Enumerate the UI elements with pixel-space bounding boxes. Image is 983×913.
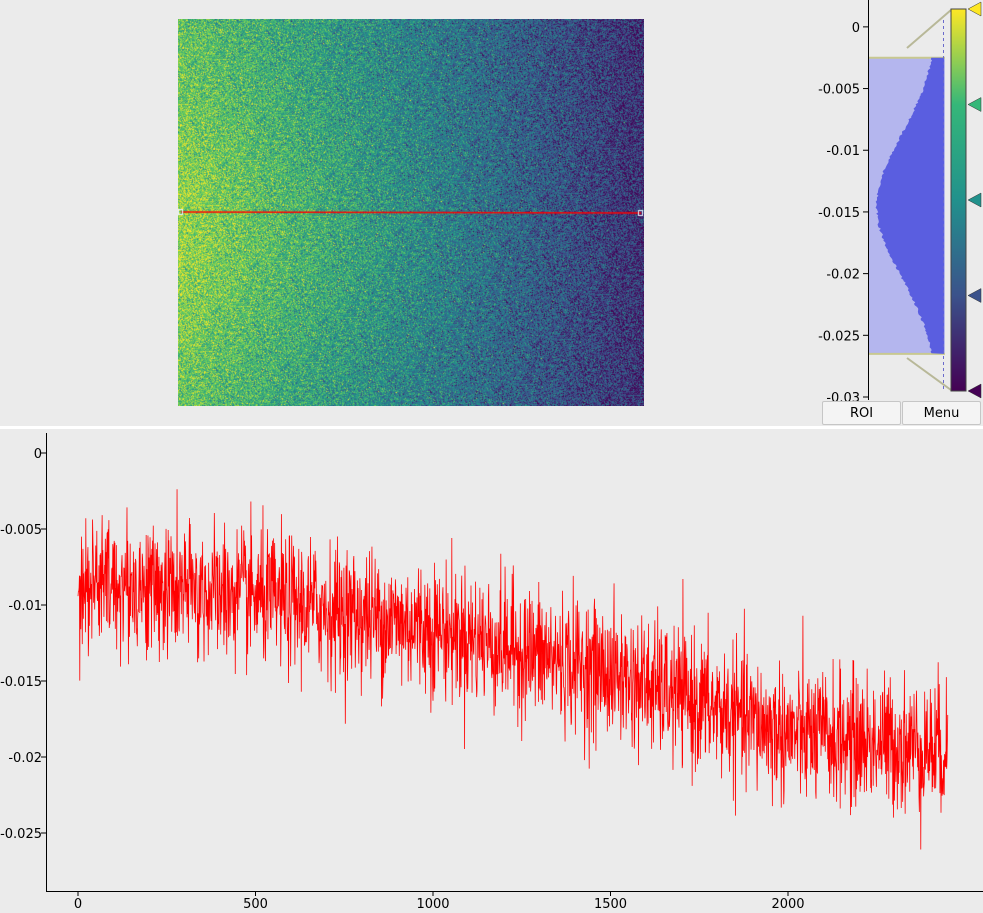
y-tick-label: -0.01 (8, 599, 42, 614)
y-tick-label: -0.005 (0, 523, 42, 538)
y-tick-label: -0.02 (8, 751, 42, 766)
line-profile-panel: 0 -0.005 -0.01 -0.015 -0.02 -0.025 0 500 1000 150… (0, 429, 983, 913)
histogram-tick-label: -0.015 (818, 206, 860, 221)
splitter-handle[interactable] (0, 426, 983, 429)
gradient-connector (906, 357, 952, 391)
histogram-tick-label: 0 (852, 21, 860, 36)
y-tick-label: -0.025 (0, 827, 42, 842)
x-tick-label: 1500 (594, 897, 627, 912)
histogram-tick-label: -0.02 (826, 268, 860, 283)
x-tick-label: 2000 (771, 897, 804, 912)
histogram-tick-label: -0.01 (826, 144, 860, 159)
image-view[interactable] (178, 19, 644, 406)
gradient-connector (906, 9, 952, 49)
gradient-tick-handle[interactable] (967, 1, 982, 17)
menu-button[interactable]: Menu (902, 401, 981, 425)
profile-series-line (77, 489, 949, 850)
gradient-editor[interactable] (950, 8, 967, 392)
x-tick-label: 500 (243, 897, 268, 912)
gradient-tick-handle[interactable] (967, 192, 982, 208)
image-view-panel: 0 -0.005 -0.01 -0.015 -0.02 -0.025 -0.03 ROI M… (0, 0, 983, 426)
gradient-tick-handle[interactable] (967, 97, 982, 112)
roi-button[interactable]: ROI (822, 401, 901, 425)
histogram-tick-label: -0.005 (818, 83, 860, 98)
x-tick-label: 0 (74, 897, 82, 912)
histogram-fill (875, 57, 944, 354)
histogram-tick-label: -0.025 (818, 329, 860, 344)
gradient-tick-handle[interactable] (967, 383, 982, 399)
gradient-tick-handle[interactable] (967, 288, 982, 303)
y-tick-label: -0.015 (0, 675, 42, 690)
x-tick-label: 1000 (416, 897, 449, 912)
y-tick-label: 0 (34, 447, 42, 462)
histogram-lut-widget[interactable]: 0-0.005-0.01-0.015-0.02-0.025-0.03 (0, 0, 983, 426)
line-profile-plot[interactable]: 0 -0.005 -0.01 -0.015 -0.02 -0.025 0 500 1000 150… (0, 429, 983, 913)
